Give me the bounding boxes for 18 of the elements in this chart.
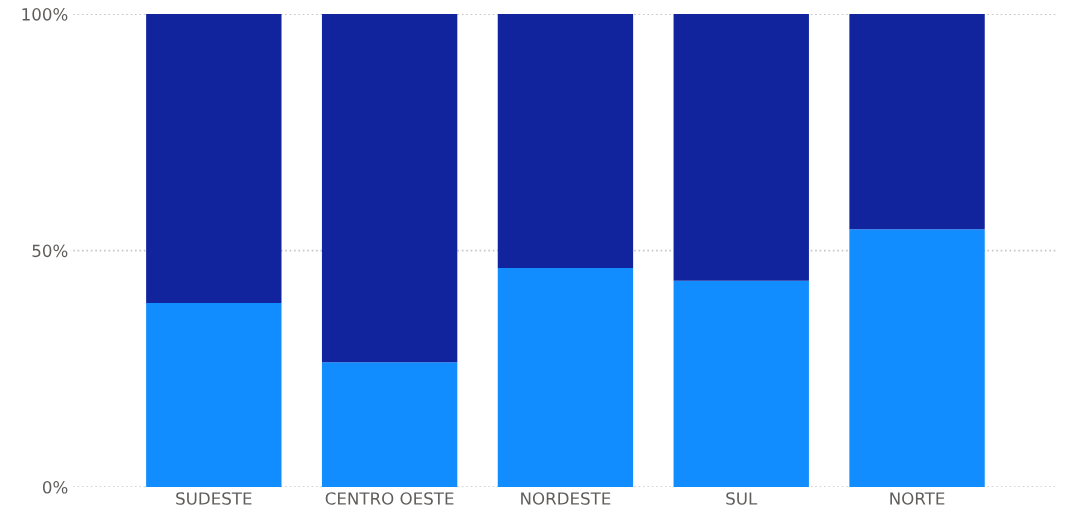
bar <box>146 14 282 304</box>
y-tick-label: 0% <box>42 480 68 494</box>
x-tick-label: SUDESTE <box>176 492 252 505</box>
x-tick-label: NORDESTE <box>521 492 611 505</box>
bar <box>146 303 282 488</box>
bar <box>673 280 809 488</box>
x-tick-label: CENTRO OESTE <box>325 492 454 505</box>
x-tick-label: SUL <box>726 492 758 505</box>
bar <box>849 14 985 230</box>
bar <box>849 229 985 488</box>
bar <box>497 268 634 488</box>
bar <box>497 14 634 269</box>
bar <box>321 14 458 363</box>
y-tick-label: 100% <box>22 8 68 21</box>
bar <box>321 362 458 488</box>
y-tick-label: 50% <box>32 244 68 258</box>
bar <box>673 14 809 281</box>
x-tick-label: NORTE <box>890 492 945 505</box>
